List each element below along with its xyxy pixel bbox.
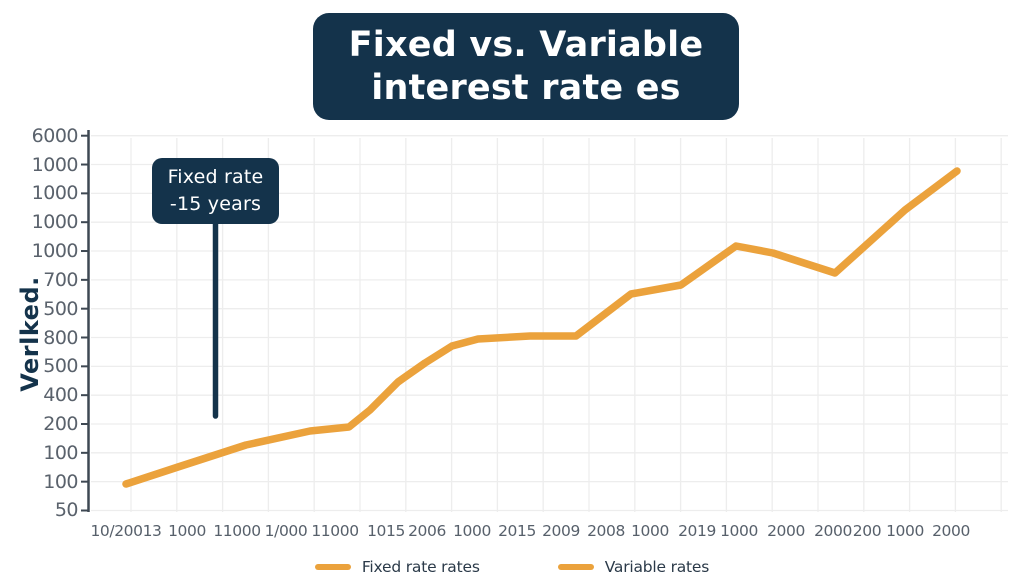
legend-swatch-icon	[314, 564, 351, 570]
annotation-line1: Fixed rate	[167, 166, 264, 189]
y-tick-label: 100	[43, 470, 78, 493]
legend: Fixed rate rates Variable rates	[0, 554, 1024, 580]
x-tick-label: 2000	[814, 522, 852, 540]
x-tick-label: 1000	[720, 522, 758, 540]
x-tick-label: 2000	[932, 522, 970, 540]
series-line-fixed-rate	[122, 167, 961, 488]
x-tick-label: 200	[852, 522, 882, 540]
legend-item: Fixed rate rates	[314, 558, 480, 576]
annotation-callout: Fixed rate -15 years	[152, 158, 279, 224]
y-tick-label: 6000	[31, 124, 79, 147]
legend-item: Variable rates	[557, 558, 710, 576]
y-tick-label: 800	[43, 326, 78, 349]
chart-title-line1: Fixed vs. Variable	[348, 24, 704, 65]
x-tick-label: 11000	[311, 522, 359, 540]
legend-label: Variable rates	[604, 558, 710, 576]
x-tick-label: 1015	[367, 522, 405, 540]
x-tick-label: 1/000	[264, 522, 308, 540]
y-tick-label: 50	[54, 499, 79, 522]
x-tick-label: 2019	[678, 522, 716, 540]
legend-swatch-icon	[557, 564, 594, 570]
y-tick-label: 100	[43, 441, 78, 464]
x-tick-label: 11000	[213, 522, 261, 540]
x-tick-label: 1000	[631, 522, 669, 540]
y-tick-label: 200	[43, 413, 78, 435]
y-tick-label: 700	[43, 268, 78, 291]
x-tick-label: 2015	[498, 522, 536, 540]
y-tick-label: 1000	[31, 240, 79, 263]
x-tick-label: 2000	[767, 522, 805, 540]
chart-title-line2: interest rate es	[371, 67, 681, 108]
x-tick-label: 1000	[168, 522, 206, 540]
x-tick-label: 2006	[408, 522, 446, 540]
x-tick-label: 1000	[886, 522, 924, 540]
y-tick-label: 1000	[31, 153, 79, 176]
y-tick-label: 400	[43, 384, 78, 407]
x-tick-label: 2009	[542, 522, 580, 540]
y-tick-label: 500	[43, 355, 78, 378]
y-tick-label: 1000	[31, 211, 79, 234]
chart-title: Fixed vs. Variable interest rate es	[313, 13, 739, 120]
x-tick-label: 10/20013	[90, 522, 162, 540]
x-tick-label: 2008	[587, 522, 625, 540]
annotation-line2: -15 years	[169, 193, 262, 215]
y-tick-label: 500	[43, 297, 78, 320]
x-tick-label: 1000	[453, 522, 491, 540]
y-tick-label: 1000	[31, 182, 79, 205]
legend-label: Fixed rate rates	[361, 558, 480, 576]
